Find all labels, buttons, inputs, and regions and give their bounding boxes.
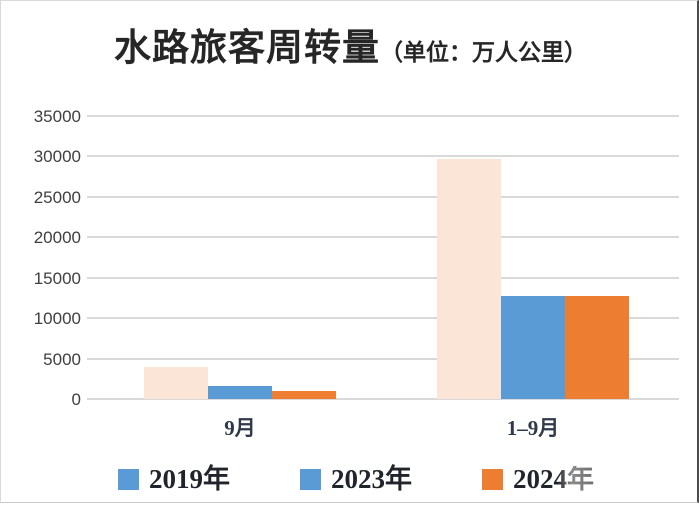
y-axis-tick-label: 10000 [33,309,81,329]
y-axis-tick-label: 5000 [43,349,81,369]
gridline-35000 [87,115,679,117]
gridline-5000 [87,357,679,360]
bar-2023年-9月 [208,386,272,399]
legend-label-2024: 2024年 [513,463,594,494]
legend-item-2023: 2023年 [300,463,412,494]
gridline-20000 [87,236,679,239]
legend-item-2024: 2024年 [482,463,594,494]
y-axis-tick-label: 25000 [33,187,81,207]
chart-title-main: 水路旅客周转量 [114,28,380,69]
gridline-25000 [87,195,679,198]
legend-label-2023: 2023年 [331,463,412,494]
y-axis-tick-label: 30000 [33,147,81,167]
y-axis-tick-label: 0 [71,390,81,409]
legend-swatch-2024 [482,468,503,490]
legend-swatch-2023 [300,468,321,490]
chart-legend: 2019年 2023年 2024年 [1,459,699,499]
chart-title-unit: （单位：万人公里） [380,40,587,65]
bar-chart-plot-area: 0 5000 10000 15000 20000 25000 30000 35000 9月 1–9… [1,1,699,461]
bar-2019年-1–9月 [437,158,501,399]
legend-label-2019: 2019年 [149,463,230,494]
gridline-15000 [87,276,679,279]
x-axis-label-1–9月: 1–9月 [506,416,560,440]
gridline-0 [87,398,679,400]
gridline-10000 [87,317,679,320]
y-axis-tick-label: 35000 [33,107,81,126]
x-axis-label-9月: 9月 [224,416,256,440]
y-axis-tick-label: 20000 [33,228,81,248]
legend-item-2019: 2019年 [118,463,230,494]
bar-2019年-9月 [144,366,208,399]
legend-swatch-2019 [118,468,139,490]
chart-title: 水路旅客周转量（单位：万人公里） [1,17,699,71]
bar-2023年-1–9月 [501,296,565,399]
bar-2024年-1–9月 [565,295,629,399]
bar-2024年-9月 [272,390,336,399]
gridline-30000 [87,155,679,158]
y-axis-tick-label: 15000 [33,268,81,288]
